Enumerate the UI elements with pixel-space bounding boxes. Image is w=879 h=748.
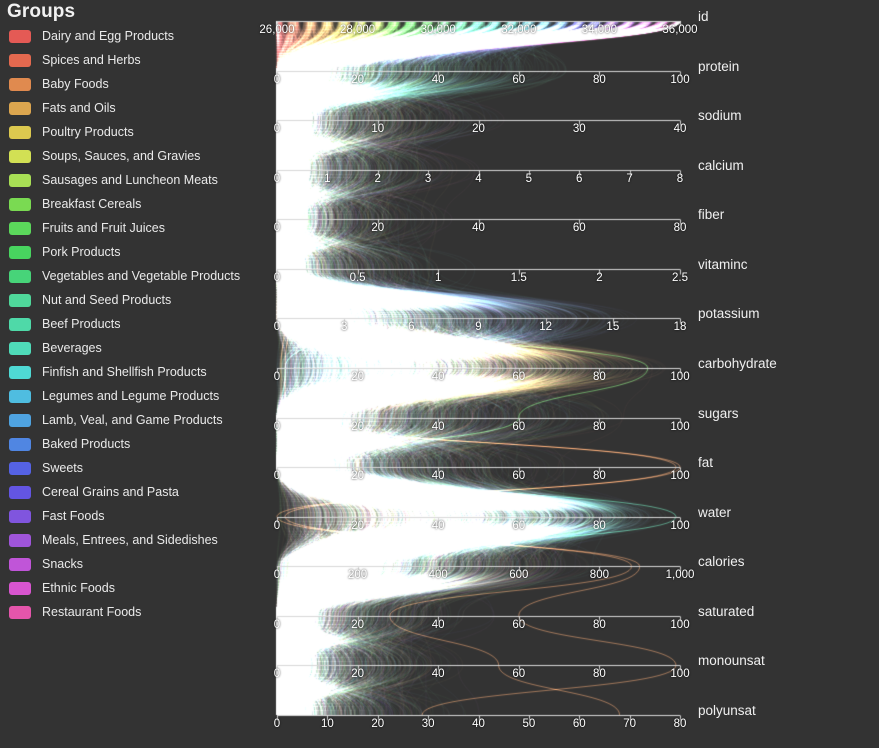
legend-item-label: Cereal Grains and Pasta	[42, 485, 179, 499]
legend-item[interactable]: Meals, Entrees, and Sidedishes	[0, 528, 250, 552]
legend-color-swatch	[9, 173, 31, 187]
legend-color-swatch	[9, 317, 31, 331]
legend-color-swatch	[9, 461, 31, 475]
legend-item-label: Sweets	[42, 461, 83, 475]
legend-item[interactable]: Ethnic Foods	[0, 576, 250, 600]
legend-item-label: Lamb, Veal, and Game Products	[42, 413, 223, 427]
legend-item-label: Fast Foods	[42, 509, 105, 523]
legend-color-swatch	[9, 245, 31, 259]
legend-item-label: Meals, Entrees, and Sidedishes	[42, 533, 218, 547]
legend-item[interactable]: Pork Products	[0, 240, 250, 264]
legend-color-swatch	[9, 437, 31, 451]
legend-item-label: Breakfast Cereals	[42, 197, 142, 211]
legend-item[interactable]: Fruits and Fruit Juices	[0, 216, 250, 240]
legend-color-swatch	[9, 509, 31, 523]
legend-item-label: Vegetables and Vegetable Products	[42, 269, 241, 283]
legend-item-label: Finfish and Shellfish Products	[42, 365, 207, 379]
legend-item[interactable]: Fast Foods	[0, 504, 250, 528]
legend-item[interactable]: Soups, Sauces, and Gravies	[0, 144, 250, 168]
legend-color-swatch	[9, 581, 31, 595]
legend-item-label: Spices and Herbs	[42, 53, 141, 67]
legend-color-swatch	[9, 29, 31, 43]
legend-item-label: Restaurant Foods	[42, 605, 142, 619]
legend-color-swatch	[9, 605, 31, 619]
groups-legend: Groups Dairy and Egg Products Spices and …	[0, 0, 250, 748]
legend-item[interactable]: Breakfast Cereals	[0, 192, 250, 216]
legend-item-label: Poultry Products	[42, 125, 134, 139]
legend-item[interactable]: Snacks	[0, 552, 250, 576]
legend-item-label: Pork Products	[42, 245, 121, 259]
legend-item[interactable]: Beverages	[0, 336, 250, 360]
legend-item-label: Snacks	[42, 557, 83, 571]
legend-item[interactable]: Poultry Products	[0, 120, 250, 144]
legend-item-label: Ethnic Foods	[42, 581, 115, 595]
legend-color-swatch	[9, 413, 31, 427]
legend-color-swatch	[9, 389, 31, 403]
legend-item-label: Fruits and Fruit Juices	[42, 221, 165, 235]
legend-item[interactable]: Sausages and Luncheon Meats	[0, 168, 250, 192]
legend-item[interactable]: Sweets	[0, 456, 250, 480]
legend-color-swatch	[9, 485, 31, 499]
legend-color-swatch	[9, 149, 31, 163]
legend-item[interactable]: Fats and Oils	[0, 96, 250, 120]
legend-item[interactable]: Nut and Seed Products	[0, 288, 250, 312]
legend-item[interactable]: Cereal Grains and Pasta	[0, 480, 250, 504]
parallel-coordinates-canvas[interactable]	[250, 0, 879, 748]
legend-item[interactable]: Vegetables and Vegetable Products	[0, 264, 250, 288]
legend-color-swatch	[9, 197, 31, 211]
legend-item-label: Baby Foods	[42, 77, 109, 91]
legend-item[interactable]: Lamb, Veal, and Game Products	[0, 408, 250, 432]
legend-color-swatch	[9, 269, 31, 283]
legend-item[interactable]: Beef Products	[0, 312, 250, 336]
legend-item[interactable]: Legumes and Legume Products	[0, 384, 250, 408]
legend-color-swatch	[9, 221, 31, 235]
legend-title: Groups	[7, 1, 76, 22]
legend-color-swatch	[9, 125, 31, 139]
legend-color-swatch	[9, 341, 31, 355]
legend-item[interactable]: Spices and Herbs	[0, 48, 250, 72]
legend-color-swatch	[9, 557, 31, 571]
legend-color-swatch	[9, 293, 31, 307]
legend-item-label: Fats and Oils	[42, 101, 116, 115]
legend-item-label: Sausages and Luncheon Meats	[42, 173, 218, 187]
legend-item[interactable]: Finfish and Shellfish Products	[0, 360, 250, 384]
legend-color-swatch	[9, 533, 31, 547]
parallel-coordinates-plot[interactable]: id 26,000 28,000 30,000 32,000 34,000 36,000 pr…	[250, 0, 879, 748]
legend-item-label: Beef Products	[42, 317, 121, 331]
legend-color-swatch	[9, 101, 31, 115]
legend-item-label: Soups, Sauces, and Gravies	[42, 149, 201, 163]
legend-color-swatch	[9, 365, 31, 379]
legend-item-label: Dairy and Egg Products	[42, 29, 175, 43]
legend-item-label: Legumes and Legume Products	[42, 389, 220, 403]
legend-item-label: Beverages	[42, 341, 102, 355]
legend-item-list: Dairy and Egg Products Spices and Herbs Ba…	[0, 24, 250, 624]
legend-item[interactable]: Dairy and Egg Products	[0, 24, 250, 48]
legend-item-label: Baked Products	[42, 437, 131, 451]
legend-item-label: Nut and Seed Products	[42, 293, 172, 307]
legend-item[interactable]: Restaurant Foods	[0, 600, 250, 624]
legend-color-swatch	[9, 53, 31, 67]
legend-color-swatch	[9, 77, 31, 91]
legend-item[interactable]: Baked Products	[0, 432, 250, 456]
legend-item[interactable]: Baby Foods	[0, 72, 250, 96]
